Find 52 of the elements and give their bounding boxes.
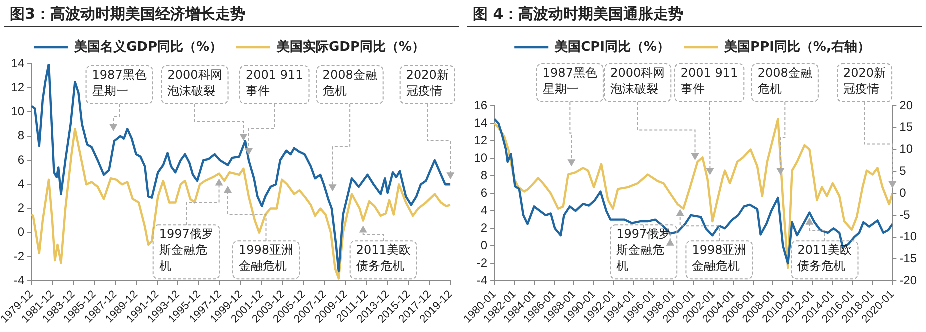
legend-label: 美国CPI同比（%） <box>554 38 670 55</box>
y-tick-label: 6 <box>480 186 488 200</box>
annotation: 1987黑色星期一 <box>542 66 598 96</box>
y2-tick-label: 10 <box>900 142 914 156</box>
annotation: 2001 911事件 <box>246 68 304 98</box>
y2-tick-label: 0 <box>900 186 907 200</box>
y-tick-label: 12 <box>11 80 25 94</box>
annotation: 2008金融危机 <box>758 66 812 96</box>
annotation: 2000科网泡沫破裂 <box>168 68 222 98</box>
y-tick-label: 14 <box>11 56 25 70</box>
y2-tick-label: 20 <box>900 98 914 112</box>
annotation: 1998亚洲金融危机 <box>238 243 294 274</box>
annotation: 1987黑色星期一 <box>92 68 147 98</box>
y-tick-label: 10 <box>474 150 488 165</box>
y2-tick-label: 5 <box>900 164 907 178</box>
annotation: 2000科网泡沫破裂 <box>610 66 666 96</box>
annotation: 2011美欧债务危机 <box>356 243 411 274</box>
legend-label: 美国实际GDP同比（%） <box>276 38 426 55</box>
y2-tick-label: -20 <box>900 273 918 288</box>
y-tick-label: 4 <box>480 203 488 218</box>
annotation: 1997俄罗斯金融危机 <box>616 227 672 274</box>
y-tick-label: 14 <box>474 116 488 130</box>
y-tick-label: 2 <box>480 220 488 235</box>
chart-title: 图 4：高波动时期美国通胀走势 <box>467 2 922 27</box>
annotation: 1997俄罗斯金融危机 <box>159 227 214 274</box>
y-tick-label: 0 <box>18 225 25 240</box>
y-tick-label: 6 <box>18 152 25 167</box>
annotation: 2001 911事件 <box>680 66 738 96</box>
legend-label: 美国PPI同比（%,右轴） <box>724 38 870 55</box>
y-tick-label: 10 <box>11 104 25 119</box>
chart-title: 图3：高波动时期美国经济增长走势 <box>4 2 459 27</box>
annotation: 1998亚洲金融危机 <box>692 243 747 274</box>
y-tick-label: -2 <box>14 249 25 264</box>
annotation: 2011美欧债务危机 <box>798 243 852 274</box>
annotation: 2020新冠疫情 <box>844 66 886 96</box>
y-tick-label: 4 <box>18 176 25 191</box>
annotation: 2008金融危机 <box>322 68 378 98</box>
legend-label: 美国名义GDP同比（%） <box>73 38 222 55</box>
y-tick-label: 16 <box>474 98 488 112</box>
annotation: 2020新冠疫情 <box>406 68 449 98</box>
y2-tick-label: -5 <box>900 208 911 222</box>
y-tick-label: 8 <box>480 168 488 182</box>
y-tick-label: -4 <box>476 273 488 288</box>
y2-tick-label: -15 <box>900 252 918 266</box>
y-tick-label: -2 <box>476 256 488 270</box>
y-tick-label: 2 <box>18 201 25 216</box>
y-tick-label: 0 <box>480 238 488 252</box>
y2-tick-label: 15 <box>900 120 914 134</box>
y-tick-label: 12 <box>474 133 488 148</box>
y-tick-label: 8 <box>18 128 25 143</box>
y-tick-label: -4 <box>14 273 25 288</box>
y2-tick-label: -10 <box>900 230 918 244</box>
